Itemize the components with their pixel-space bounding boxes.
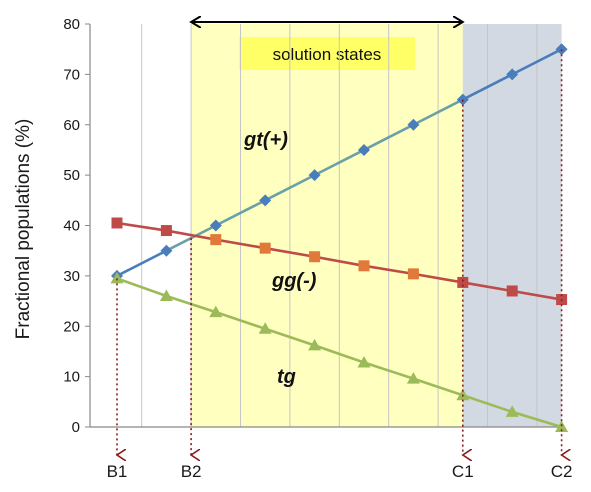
region-0 bbox=[191, 24, 463, 427]
y-tick-label: 60 bbox=[63, 117, 80, 134]
series-line-segment bbox=[264, 173, 316, 202]
series-line bbox=[116, 221, 562, 301]
series-line-segment bbox=[412, 98, 464, 126]
data-point bbox=[506, 68, 519, 81]
data-point bbox=[308, 338, 322, 351]
series-1 bbox=[111, 217, 568, 306]
data-point bbox=[457, 276, 469, 288]
y-tick-label: 80 bbox=[63, 16, 80, 33]
marker-label-c1: C1 bbox=[452, 462, 474, 481]
data-point bbox=[406, 372, 420, 384]
data-point bbox=[309, 251, 321, 263]
y-tick-label: 20 bbox=[63, 318, 80, 335]
data-point bbox=[159, 289, 173, 302]
series-label-1: gg(-) bbox=[271, 270, 317, 292]
shaded-regions: solution states bbox=[191, 24, 562, 427]
axes: 0 10 20 30 40 50 60 70 80 bbox=[63, 16, 565, 436]
data-point bbox=[209, 219, 222, 232]
series-line-segment bbox=[314, 148, 365, 177]
data-point bbox=[160, 244, 173, 257]
data-point bbox=[506, 285, 518, 297]
y-tick-label: 70 bbox=[63, 66, 80, 83]
series-label-0: gt(+) bbox=[243, 129, 288, 151]
data-point bbox=[259, 194, 272, 207]
series-line-segment bbox=[511, 48, 563, 76]
data-point bbox=[505, 405, 519, 417]
data-point bbox=[358, 143, 370, 156]
series-line-segment bbox=[462, 73, 513, 101]
data-point bbox=[210, 234, 222, 246]
data-point bbox=[258, 322, 272, 334]
data-point bbox=[209, 305, 223, 318]
data-point bbox=[407, 118, 420, 131]
region-label-box bbox=[238, 37, 415, 70]
marker-label-b2: B2 bbox=[181, 462, 202, 481]
data-point bbox=[111, 217, 123, 229]
data-point bbox=[259, 242, 271, 254]
series-line-segment bbox=[215, 199, 266, 227]
region-1 bbox=[462, 24, 562, 427]
marker-droplines: B1 B2 C1 C2 bbox=[107, 49, 573, 481]
y-axis-title: Fractional populations (%) bbox=[13, 119, 34, 340]
data-point bbox=[358, 260, 370, 272]
y-tick-label: 30 bbox=[63, 268, 80, 285]
marker-label-c2: C2 bbox=[551, 462, 573, 481]
data-point bbox=[357, 356, 371, 368]
series-line-segment bbox=[116, 249, 167, 278]
marker-label-b1: B1 bbox=[107, 462, 128, 481]
data-point bbox=[110, 271, 124, 284]
series-line-segment bbox=[363, 123, 414, 152]
y-tick-label: 10 bbox=[63, 369, 80, 386]
data-point bbox=[308, 169, 321, 182]
region-label: solution states bbox=[273, 45, 382, 64]
data-point bbox=[456, 388, 470, 401]
data-point bbox=[407, 268, 419, 280]
series-label-2: tg bbox=[277, 366, 296, 388]
y-tick-label: 0 bbox=[72, 419, 80, 436]
y-tick-label: 50 bbox=[63, 167, 80, 184]
data-point bbox=[160, 225, 172, 237]
data-point bbox=[555, 420, 569, 432]
y-tick-label: 40 bbox=[63, 218, 80, 235]
chart-labels: Fractional populations (%) gt(+) gg(-) tg bbox=[13, 22, 463, 388]
